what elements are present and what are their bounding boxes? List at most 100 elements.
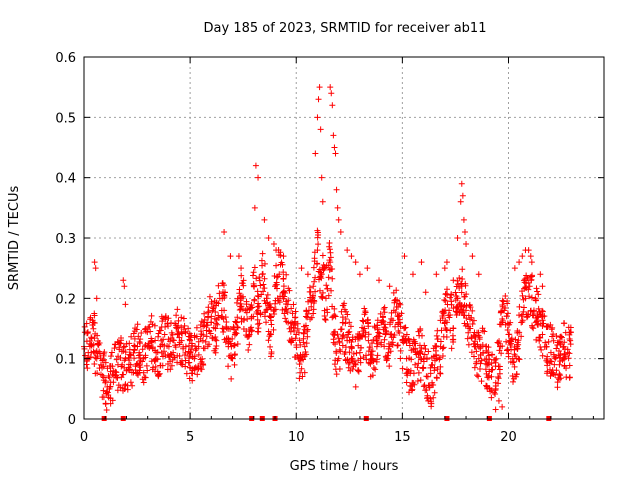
data-point bbox=[168, 319, 175, 326]
data-point bbox=[471, 364, 478, 371]
data-point bbox=[107, 353, 114, 360]
data-point bbox=[379, 317, 386, 324]
data-point bbox=[401, 253, 408, 260]
data-point bbox=[373, 343, 380, 350]
data-point bbox=[185, 359, 192, 366]
data-point bbox=[109, 371, 116, 378]
data-point bbox=[460, 312, 467, 319]
data-point bbox=[157, 327, 164, 334]
data-point bbox=[90, 325, 97, 332]
data-point bbox=[480, 350, 487, 357]
data-point bbox=[348, 345, 355, 352]
data-point bbox=[452, 308, 459, 315]
axis-ticks: 0 0.1 0.2 0.3 0.4 0.5 0.6 0 5 10 15 20 bbox=[55, 51, 604, 445]
data-point bbox=[204, 309, 211, 316]
data-point bbox=[348, 339, 355, 346]
data-point bbox=[178, 314, 185, 321]
data-point bbox=[98, 371, 105, 378]
data-point bbox=[304, 310, 311, 317]
data-point bbox=[322, 317, 329, 324]
data-point bbox=[265, 337, 272, 344]
data-point bbox=[444, 286, 451, 293]
data-point bbox=[564, 349, 571, 356]
data-point bbox=[281, 293, 288, 300]
data-point bbox=[244, 306, 251, 313]
data-point bbox=[331, 312, 338, 319]
data-point bbox=[199, 337, 206, 344]
data-point bbox=[369, 348, 376, 355]
data-point bbox=[396, 300, 403, 307]
data-point bbox=[108, 349, 115, 356]
data-point bbox=[227, 253, 234, 260]
data-point bbox=[561, 339, 568, 346]
data-point bbox=[154, 349, 161, 356]
data-point bbox=[335, 335, 342, 342]
data-point bbox=[488, 351, 495, 358]
data-point bbox=[109, 397, 116, 404]
data-point bbox=[402, 324, 409, 331]
data-point bbox=[539, 331, 546, 338]
data-point bbox=[507, 341, 514, 348]
data-point bbox=[299, 373, 306, 380]
data-point bbox=[519, 253, 526, 260]
data-point bbox=[369, 372, 376, 379]
data-point bbox=[267, 313, 274, 320]
data-point bbox=[327, 84, 334, 91]
data-point bbox=[209, 335, 216, 342]
data-point bbox=[504, 300, 511, 307]
data-point bbox=[212, 325, 219, 332]
data-point bbox=[463, 302, 470, 309]
data-point bbox=[333, 371, 340, 378]
data-point bbox=[320, 267, 327, 274]
data-point bbox=[539, 312, 546, 319]
data-point bbox=[406, 338, 413, 345]
data-point bbox=[93, 295, 100, 302]
data-point bbox=[208, 300, 215, 307]
data-point bbox=[361, 325, 368, 332]
data-point bbox=[331, 361, 338, 368]
data-point bbox=[441, 265, 448, 272]
data-point bbox=[130, 330, 137, 337]
data-point bbox=[206, 293, 213, 300]
data-point bbox=[558, 333, 565, 340]
data-point bbox=[393, 303, 400, 310]
data-point bbox=[394, 342, 401, 349]
data-point bbox=[247, 305, 254, 312]
data-point bbox=[236, 307, 243, 314]
chart-title: Day 185 of 2023, SRMTID for receiver ab1… bbox=[204, 21, 487, 36]
data-point bbox=[205, 308, 212, 315]
data-point bbox=[270, 241, 277, 248]
data-point bbox=[325, 262, 332, 269]
data-point bbox=[238, 265, 245, 272]
data-point bbox=[273, 262, 280, 269]
data-point bbox=[215, 282, 222, 289]
data-point bbox=[206, 327, 213, 334]
data-point bbox=[495, 374, 502, 381]
data-point bbox=[547, 321, 554, 328]
data-point bbox=[528, 259, 535, 266]
data-point bbox=[482, 366, 489, 373]
data-point bbox=[557, 375, 564, 382]
data-point bbox=[529, 322, 536, 329]
data-point bbox=[312, 150, 319, 157]
data-point bbox=[382, 353, 389, 360]
data-point bbox=[203, 333, 210, 340]
data-point bbox=[526, 283, 533, 290]
data-point bbox=[105, 373, 112, 380]
data-point bbox=[361, 305, 368, 312]
data-point bbox=[314, 114, 321, 121]
data-point bbox=[122, 301, 129, 308]
data-point bbox=[143, 362, 150, 369]
data-point bbox=[310, 264, 317, 271]
data-point bbox=[516, 259, 523, 266]
data-point bbox=[324, 285, 331, 292]
data-point bbox=[256, 320, 263, 327]
data-point bbox=[161, 348, 167, 355]
data-point bbox=[175, 317, 182, 324]
data-point bbox=[492, 391, 499, 398]
data-point bbox=[235, 253, 242, 260]
data-point bbox=[548, 326, 555, 333]
data-point bbox=[425, 397, 432, 404]
data-point bbox=[429, 361, 436, 368]
y-tick-label: 0.3 bbox=[55, 232, 76, 247]
